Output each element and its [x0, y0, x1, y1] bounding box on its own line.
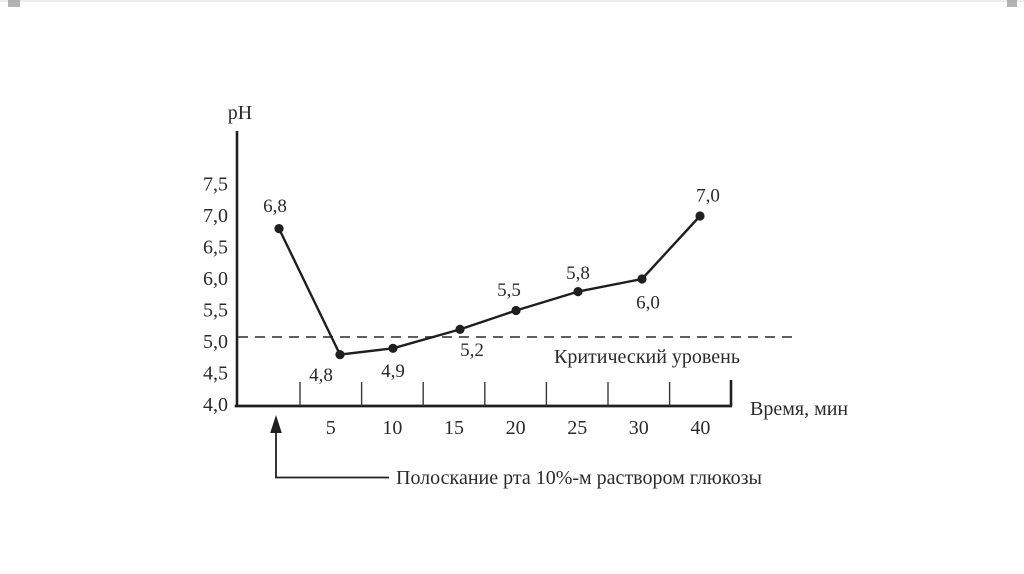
x-tick-label: 15	[444, 417, 464, 439]
y-tick-label: 5,0	[203, 331, 228, 353]
data-point	[335, 350, 345, 360]
data-point-label: 5,5	[497, 280, 521, 301]
arrow-up-icon	[270, 415, 282, 433]
y-axis-title: pH	[228, 102, 252, 124]
data-point	[573, 287, 583, 297]
x-tick-label: 40	[690, 417, 710, 439]
data-point-label: 5,2	[460, 340, 484, 361]
annotation-connector-line	[275, 430, 389, 479]
data-point-labels: 6,8 4,8 4,9 5,2 5,5 5,8 6,0 7,0	[263, 186, 720, 387]
data-point	[388, 343, 398, 353]
data-point-label: 4,8	[309, 365, 333, 386]
data-point-label: 4,9	[381, 361, 405, 382]
x-tick-label: 25	[567, 417, 587, 439]
y-tick-label: 7,0	[203, 205, 228, 227]
data-point-label: 5,8	[566, 263, 590, 284]
x-tick-label: 5	[326, 417, 336, 439]
critical-level-label: Критический уровень	[554, 346, 740, 368]
x-axis-ticks	[299, 382, 671, 406]
y-tick-label: 5,5	[203, 300, 228, 322]
y-tick-label: 6,0	[203, 268, 228, 290]
top-edge-artifact	[0, 0, 1024, 2]
data-point	[455, 324, 465, 334]
data-point-label: 6,8	[263, 196, 287, 217]
data-point	[695, 211, 705, 221]
corner-artifact-left	[8, 0, 20, 7]
y-tick-label: 4,0	[203, 394, 228, 416]
ph-curve	[277, 214, 702, 356]
corner-artifact-right	[1007, 0, 1017, 7]
data-point-label: 6,0	[636, 293, 660, 314]
glucose-rinse-annotation: Полоскание рта 10%-м раствором глюкозы	[270, 415, 762, 489]
data-point	[511, 305, 521, 316]
x-axis-title: Время, мин	[750, 398, 848, 420]
x-tick-label: 30	[629, 417, 649, 439]
data-point-label: 7,0	[696, 186, 720, 207]
x-tick-label: 10	[382, 417, 402, 439]
y-tick-label: 6,5	[203, 237, 228, 259]
data-points	[274, 211, 705, 360]
y-tick-label: 7,5	[203, 174, 228, 196]
x-tick-label: 20	[506, 417, 526, 439]
y-axis-tick-labels: 7,5 7,0 6,5 6,0 5,5 5,0 4,5 4,0	[203, 174, 228, 417]
x-axis-tick-labels: 5 10 15 20 25 30 40	[326, 417, 711, 439]
y-tick-label: 4,5	[203, 363, 228, 385]
data-point	[637, 274, 647, 284]
annotation-label: Полоскание рта 10%-м раствором глюкозы	[396, 467, 762, 489]
data-point	[274, 224, 284, 234]
